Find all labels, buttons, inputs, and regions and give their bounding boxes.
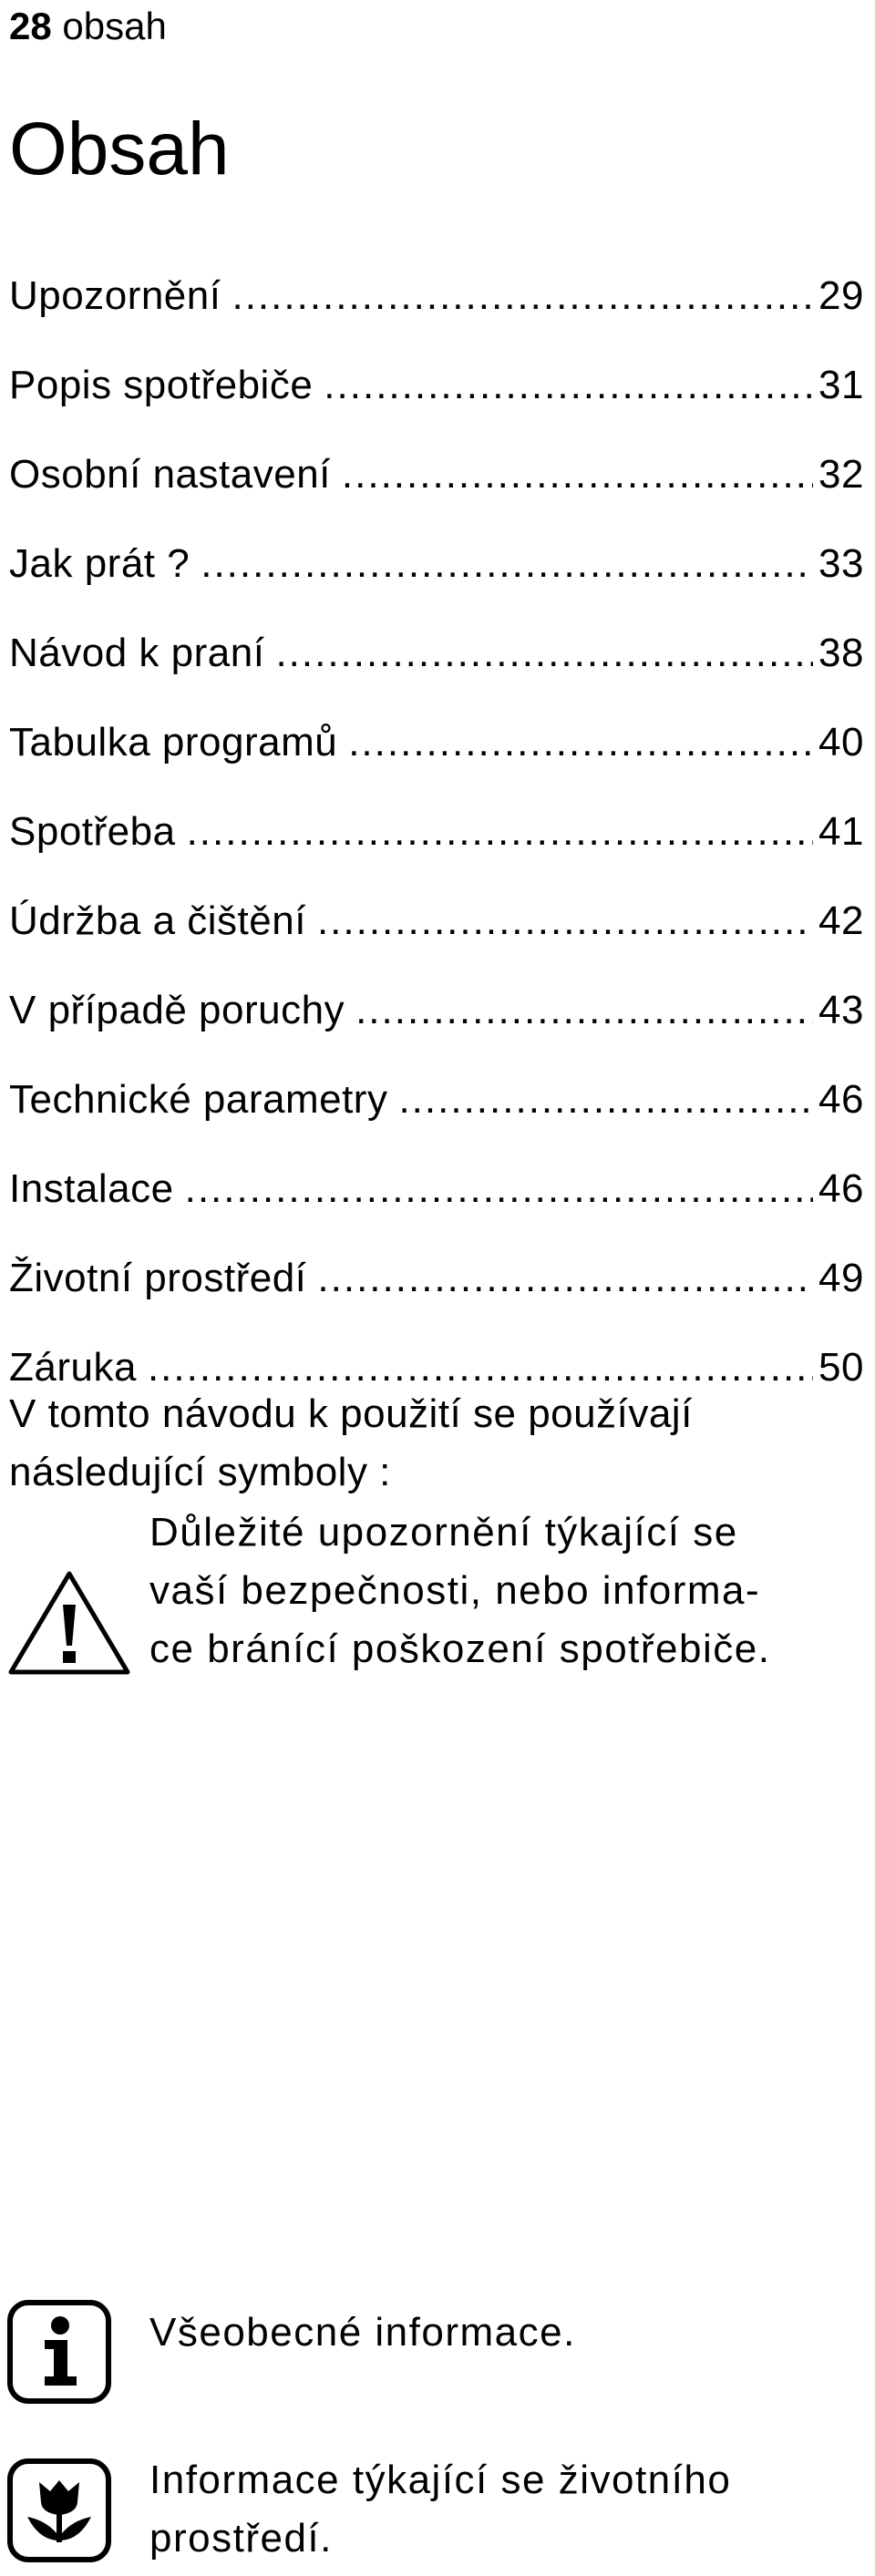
symbol-warning-text: Důležité upozornění týkající se vaší bez… [149, 1504, 870, 1678]
toc-leader [342, 446, 813, 503]
toc-page: 41 [818, 809, 864, 854]
toc-label: Technické parametry [9, 1077, 388, 1122]
toc-item[interactable]: Technické parametry 46 [9, 1072, 864, 1161]
toc-item[interactable]: Osobní nastavení 32 [9, 446, 864, 536]
toc-item[interactable]: Záruka 50 [9, 1339, 864, 1429]
toc-item[interactable]: Popis spotřebiče 31 [9, 357, 864, 446]
toc-item[interactable]: Životní prostředí 49 [9, 1250, 864, 1339]
toc-item[interactable]: Instalace 46 [9, 1161, 864, 1250]
toc-leader [201, 536, 813, 592]
toc-label: Údržba a čištění [9, 898, 306, 943]
toc-page: 33 [818, 541, 864, 586]
section-name: obsah [62, 5, 167, 47]
toc-page: 40 [818, 720, 864, 765]
toc-item[interactable]: Spotřeba 41 [9, 804, 864, 893]
toc-leader [324, 357, 813, 414]
toc-label: Spotřeba [9, 809, 176, 854]
toc-label: Upozornění [9, 273, 221, 318]
toc-leader [348, 714, 813, 771]
toc-page: 43 [818, 988, 864, 1032]
toc-label: Jak prát ? [9, 541, 190, 586]
toc-page: 49 [818, 1256, 864, 1300]
page-title: Obsah [9, 108, 230, 190]
symbol-info-text: Všeobecné informace. [149, 2304, 870, 2362]
toc-label: Instalace [9, 1166, 174, 1211]
toc-leader [317, 893, 813, 949]
toc-label: Návod k praní [9, 631, 265, 675]
toc-page: 46 [818, 1166, 864, 1211]
toc-leader [185, 1161, 813, 1217]
toc-page: 32 [818, 452, 864, 497]
toc-page: 50 [818, 1345, 864, 1390]
toc-label: Osobní nastavení [9, 452, 331, 497]
table-of-contents: Upozornění 29 Popis spotřebiče 31 Osobní n… [9, 268, 864, 1429]
symbol-text-line: Informace týkající se životního [149, 2458, 732, 2502]
toc-label: Záruka [9, 1345, 137, 1390]
symbol-text-line: prostředí. [149, 2516, 333, 2561]
toc-page: 42 [818, 898, 864, 943]
symbol-text-line: ce bránící poškození spotřebiče. [149, 1627, 771, 1671]
symbol-environment-text: Informace týkající se životního prostřed… [149, 2451, 870, 2568]
toc-leader [355, 982, 813, 1039]
toc-item[interactable]: Tabulka programů 40 [9, 714, 864, 804]
toc-leader [275, 625, 813, 682]
toc-leader [187, 804, 813, 860]
info-icon [7, 2300, 111, 2404]
page-header: 28 obsah [9, 4, 167, 49]
toc-leader [398, 1072, 813, 1128]
page-number: 28 [9, 5, 52, 47]
toc-item[interactable]: V případě poruchy 43 [9, 982, 864, 1072]
symbol-text-line: Důležité upozornění týkající se [149, 1510, 738, 1555]
toc-item[interactable]: Návod k praní 38 [9, 625, 864, 714]
symbol-text-line: Všeobecné informace. [149, 2310, 576, 2355]
toc-item[interactable]: Upozornění 29 [9, 268, 864, 357]
environment-flower-icon [7, 2458, 111, 2562]
symbol-text-line: vaší bezpečnosti, nebo informa- [149, 1568, 761, 1613]
symbols-intro: V tomto návodu k použití se používají ná… [9, 1391, 693, 1494]
toc-label: Popis spotřebiče [9, 363, 314, 407]
toc-page: 46 [818, 1077, 864, 1122]
toc-page: 29 [818, 273, 864, 318]
toc-page: 38 [818, 631, 864, 675]
toc-page: 31 [818, 363, 864, 407]
toc-leader [232, 268, 813, 324]
toc-label: V případě poruchy [9, 988, 345, 1032]
toc-label: Tabulka programů [9, 720, 338, 765]
toc-leader [317, 1250, 813, 1307]
warning-triangle-icon [8, 1571, 130, 1675]
toc-item[interactable]: Údržba a čištění 42 [9, 893, 864, 982]
toc-item[interactable]: Jak prát ? 33 [9, 536, 864, 625]
toc-label: Životní prostředí [9, 1256, 307, 1300]
